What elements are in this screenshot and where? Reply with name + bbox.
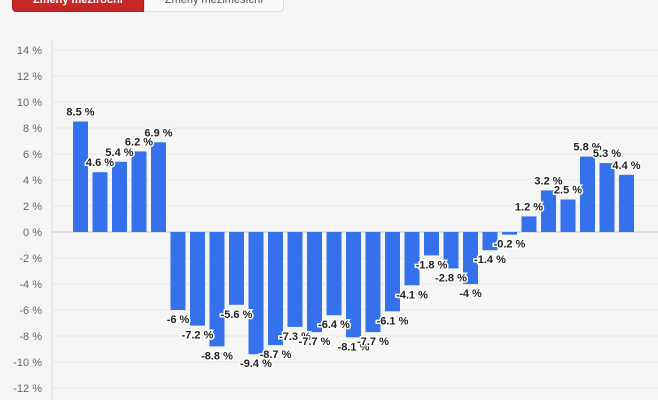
bar bbox=[463, 232, 478, 284]
y-tick-label: 2 % bbox=[23, 201, 42, 213]
y-tick-label: 8 % bbox=[23, 123, 42, 135]
data-label: -8.8 % bbox=[201, 350, 233, 362]
y-tick-label: 4 % bbox=[23, 175, 42, 187]
data-label: -8.1 % bbox=[338, 341, 370, 353]
data-label: 2.5 % bbox=[554, 185, 582, 197]
bar bbox=[209, 232, 225, 347]
data-label: -5.6 % bbox=[221, 309, 253, 321]
data-label: -7.3 % bbox=[279, 331, 311, 343]
bar bbox=[92, 172, 108, 232]
data-label: 6.2 % bbox=[125, 136, 153, 148]
data-label: -0.2 % bbox=[494, 239, 526, 251]
bar bbox=[502, 232, 517, 235]
bar bbox=[619, 174, 634, 232]
bar bbox=[268, 232, 283, 346]
y-tick-label: 0 % bbox=[23, 227, 42, 239]
y-tick-label: -6 % bbox=[19, 305, 42, 317]
data-label: 4.4 % bbox=[612, 160, 640, 172]
bar bbox=[229, 232, 244, 305]
bar bbox=[521, 216, 537, 232]
bar bbox=[404, 232, 420, 286]
data-label: 5.4 % bbox=[105, 147, 133, 159]
data-label: 8.5 % bbox=[66, 107, 94, 119]
data-label: -7.2 % bbox=[182, 330, 214, 342]
bar bbox=[307, 232, 322, 333]
bar bbox=[151, 142, 166, 232]
bar bbox=[190, 232, 205, 326]
data-label: -1.4 % bbox=[474, 254, 506, 266]
y-tick-label: -4 % bbox=[19, 279, 42, 291]
y-tick-label: -10 % bbox=[13, 357, 42, 369]
data-label: -6.4 % bbox=[318, 319, 350, 331]
y-tick-label: -2 % bbox=[19, 253, 42, 265]
data-label: -6.1 % bbox=[377, 315, 409, 327]
data-label: -4 % bbox=[459, 288, 482, 300]
bar bbox=[482, 232, 498, 251]
monthly-changes-button[interactable]: Změny meziměsíční bbox=[143, 0, 285, 12]
data-label: 5.3 % bbox=[593, 148, 621, 160]
bar bbox=[112, 161, 127, 232]
bar bbox=[73, 121, 88, 232]
data-label: 5.8 % bbox=[573, 142, 601, 154]
bar bbox=[541, 190, 556, 232]
bar bbox=[326, 232, 342, 316]
bar bbox=[443, 232, 459, 269]
y-tick-label: -8 % bbox=[19, 331, 42, 343]
data-label: 1.2 % bbox=[515, 201, 543, 213]
y-tick-label: 12 % bbox=[17, 71, 42, 83]
data-label: -1.8 % bbox=[416, 259, 448, 271]
data-label: 6.9 % bbox=[144, 127, 172, 139]
bar bbox=[599, 163, 615, 232]
bar bbox=[385, 232, 400, 312]
bar bbox=[346, 232, 361, 338]
view-toggle: Změny meziroční Změny meziměsíční bbox=[12, 0, 285, 12]
data-label: -6 % bbox=[167, 314, 190, 326]
bar bbox=[287, 232, 303, 327]
y-tick-label: 6 % bbox=[23, 149, 42, 161]
y-tick-label: 14 % bbox=[17, 45, 42, 57]
bar bbox=[248, 232, 264, 355]
data-label: -4.1 % bbox=[396, 289, 428, 301]
data-label: -8.7 % bbox=[260, 349, 292, 361]
bar bbox=[560, 199, 576, 232]
data-label: -9.4 % bbox=[240, 358, 272, 370]
bar bbox=[365, 232, 381, 333]
data-label: -2.8 % bbox=[435, 272, 467, 284]
data-label: 4.6 % bbox=[86, 157, 114, 169]
data-label: -7.7 % bbox=[357, 336, 389, 348]
bar bbox=[580, 156, 595, 232]
bar bbox=[424, 232, 439, 256]
bar bbox=[131, 151, 147, 232]
y-tick-label: 10 % bbox=[17, 97, 42, 109]
bar bbox=[170, 232, 186, 310]
y-tick-label: -12 % bbox=[13, 383, 42, 395]
yearly-changes-button[interactable]: Změny meziroční bbox=[12, 0, 144, 12]
data-label: 3.2 % bbox=[534, 175, 562, 187]
data-label: -7.7 % bbox=[299, 336, 331, 348]
